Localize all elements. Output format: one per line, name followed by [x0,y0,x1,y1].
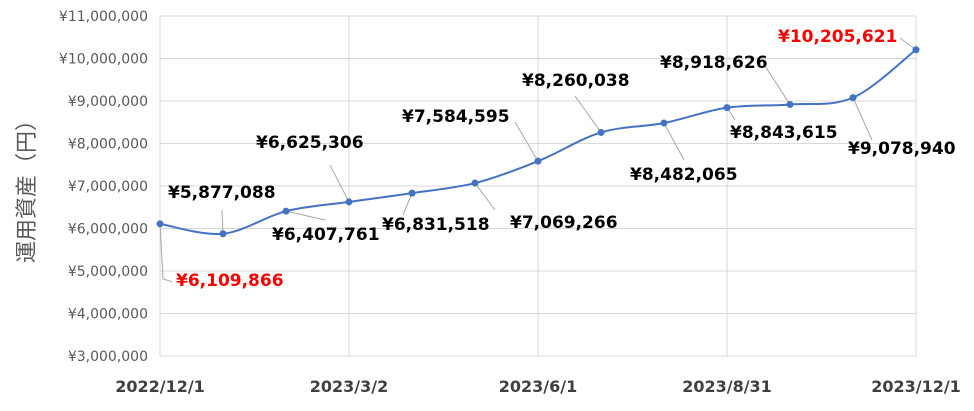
data-label: ¥6,625,306 [256,133,364,153]
data-point [849,94,857,102]
gridlines [159,15,917,357]
leader-line [285,210,326,221]
data-point [912,46,920,54]
data-labels: ¥6,109,866 ¥5,877,088 ¥6,407,761 ¥6,625,306… [168,27,956,291]
y-axis-ticks: ¥3,000,000 ¥4,000,000 ¥5,000,000 ¥6,000,000… [59,9,148,365]
x-tick-label: 2023/12/1 [871,377,961,396]
leader-line [852,97,873,141]
y-tick-label: ¥3,000,000 [68,349,148,365]
leader-line [764,65,791,105]
leader-line [159,223,173,283]
x-axis-ticks: 2022/12/1 2023/3/2 2023/6/1 2023/8/31 2023/1… [115,377,961,396]
y-tick-label: ¥5,000,000 [68,264,148,280]
data-label: ¥6,407,761 [272,225,380,245]
y-tick-label: ¥9,000,000 [68,94,148,110]
data-point [471,179,479,187]
data-label: ¥7,069,266 [510,213,618,233]
leader-line [474,182,496,211]
data-point [219,230,227,238]
data-point [408,189,416,197]
data-label: ¥8,918,626 [660,53,768,73]
y-tick-label: ¥4,000,000 [68,307,148,323]
data-label: ¥8,260,038 [522,71,630,91]
leader-line [329,164,350,203]
x-tick-label: 2023/3/2 [310,377,388,396]
data-markers [156,46,920,238]
data-label: ¥8,482,065 [630,165,738,185]
leader-line [574,95,602,133]
data-point [534,157,542,165]
y-tick-label: ¥11,000,000 [59,9,148,25]
y-tick-label: ¥10,000,000 [59,52,148,68]
data-label: ¥9,078,940 [848,139,956,159]
x-tick-label: 2023/8/31 [682,377,772,396]
data-point [723,104,731,112]
data-label: ¥6,109,866 [176,271,284,291]
data-label: ¥5,877,088 [168,183,276,203]
leader-line [514,121,539,162]
data-point [597,128,605,136]
data-point [660,119,668,127]
leader-line [221,209,224,234]
data-point [345,198,353,206]
data-label: ¥10,205,621 [778,27,897,47]
y-tick-label: ¥6,000,000 [68,222,148,238]
data-label: ¥6,831,518 [382,215,490,235]
y-axis-label: 運用資産（円） [15,109,40,263]
x-tick-label: 2023/6/1 [499,377,577,396]
leader-line [663,122,685,161]
data-label: ¥8,843,615 [730,123,838,143]
data-point [156,220,164,228]
leader-line [402,192,413,216]
y-tick-label: ¥8,000,000 [68,137,148,153]
data-point [282,207,290,215]
data-point [786,100,794,108]
data-label: ¥7,584,595 [402,107,510,127]
y-tick-label: ¥7,000,000 [68,179,148,195]
x-tick-label: 2022/12/1 [115,377,205,396]
